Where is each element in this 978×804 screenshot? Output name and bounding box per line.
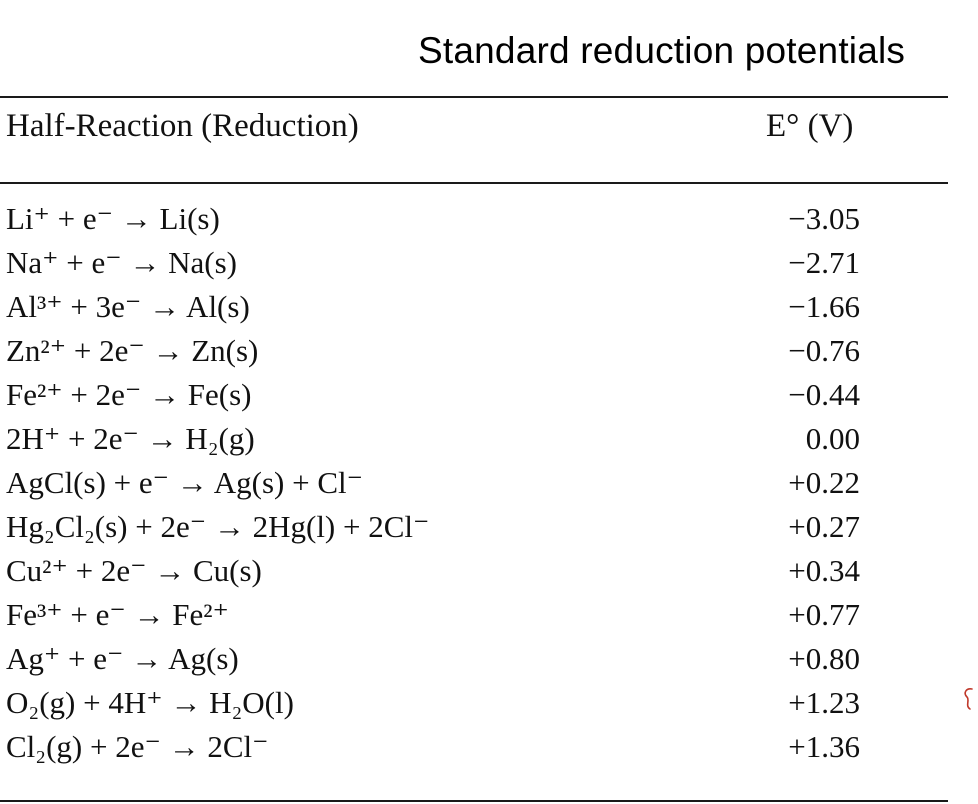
half-reaction-cell: Cu²⁺ + 2e⁻ → Cu(s) bbox=[6, 553, 262, 588]
half-reaction-cell: Cl₂(g) + 2e⁻ → 2Cl⁻ bbox=[6, 729, 269, 764]
table-bottom-rule bbox=[0, 800, 948, 802]
column-header-reaction: Half-Reaction (Reduction) bbox=[6, 108, 359, 144]
half-reaction-cell: Fe³⁺ + e⁻ → Fe²⁺ bbox=[6, 597, 229, 632]
table-top-rule bbox=[0, 96, 948, 98]
half-reaction-cell: O₂(g) + 4H⁺ → H₂O(l) bbox=[6, 685, 294, 720]
table-row: Al³⁺ + 3e⁻ → Al(s) −1.66 bbox=[6, 285, 956, 329]
potential-cell: +0.34 bbox=[788, 553, 860, 588]
table-row: AgCl(s) + e⁻ → Ag(s) + Cl⁻ +0.22 bbox=[6, 461, 956, 505]
potential-cell: +0.22 bbox=[788, 465, 860, 500]
potential-cell: +1.36 bbox=[788, 729, 860, 764]
page-title: Standard reduction potentials bbox=[418, 30, 906, 71]
table-row: Zn²⁺ + 2e⁻ → Zn(s) −0.76 bbox=[6, 329, 956, 373]
potential-cell: +1.23 bbox=[788, 685, 860, 720]
table-row: Cl₂(g) + 2e⁻ → 2Cl⁻ +1.36 bbox=[6, 725, 956, 769]
half-reaction-cell: AgCl(s) + e⁻ → Ag(s) + Cl⁻ bbox=[6, 465, 364, 500]
potential-cell: −3.05 bbox=[788, 201, 860, 236]
table-row: 2H⁺ + 2e⁻ → H₂(g) 0.00 bbox=[6, 417, 956, 461]
half-reaction-cell: Ag⁺ + e⁻ → Ag(s) bbox=[6, 641, 239, 676]
half-reaction-cell: Hg₂Cl₂(s) + 2e⁻ → 2Hg(l) + 2Cl⁻ bbox=[6, 509, 430, 544]
table-row: Ag⁺ + e⁻ → Ag(s) +0.80 bbox=[6, 637, 956, 681]
header-divider-rule bbox=[0, 182, 948, 184]
half-reaction-cell: Fe²⁺ + 2e⁻ → Fe(s) bbox=[6, 377, 252, 412]
table-body: Li⁺ + e⁻ → Li(s) −3.05 Na⁺ + e⁻ → Na(s) … bbox=[6, 197, 956, 769]
potential-cell: −1.66 bbox=[788, 289, 860, 324]
half-reaction-cell: Al³⁺ + 3e⁻ → Al(s) bbox=[6, 289, 250, 324]
potential-cell: +0.27 bbox=[788, 509, 860, 544]
potential-cell: 0.00 bbox=[805, 421, 860, 456]
handwritten-annotation-mark bbox=[964, 688, 973, 710]
potential-cell: +0.77 bbox=[788, 597, 860, 632]
table-row: Na⁺ + e⁻ → Na(s) −2.71 bbox=[6, 241, 956, 285]
half-reaction-cell: 2H⁺ + 2e⁻ → H₂(g) bbox=[6, 421, 255, 456]
half-reaction-cell: Zn²⁺ + 2e⁻ → Zn(s) bbox=[6, 333, 259, 368]
potential-cell: +0.80 bbox=[788, 641, 860, 676]
table-row: Fe³⁺ + e⁻ → Fe²⁺ +0.77 bbox=[6, 593, 956, 637]
table-row: Li⁺ + e⁻ → Li(s) −3.05 bbox=[6, 197, 956, 241]
table-row: O₂(g) + 4H⁺ → H₂O(l) +1.23 bbox=[6, 681, 956, 725]
potential-cell: −0.76 bbox=[788, 333, 860, 368]
potential-cell: −0.44 bbox=[788, 377, 860, 412]
table-row: Hg₂Cl₂(s) + 2e⁻ → 2Hg(l) + 2Cl⁻ +0.27 bbox=[6, 505, 956, 549]
table-row: Cu²⁺ + 2e⁻ → Cu(s) +0.34 bbox=[6, 549, 956, 593]
potential-cell: −2.71 bbox=[788, 245, 860, 280]
half-reaction-cell: Na⁺ + e⁻ → Na(s) bbox=[6, 245, 237, 280]
column-header-potential: E° (V) bbox=[766, 108, 854, 144]
half-reaction-cell: Li⁺ + e⁻ → Li(s) bbox=[6, 201, 220, 236]
table-row: Fe²⁺ + 2e⁻ → Fe(s) −0.44 bbox=[6, 373, 956, 417]
